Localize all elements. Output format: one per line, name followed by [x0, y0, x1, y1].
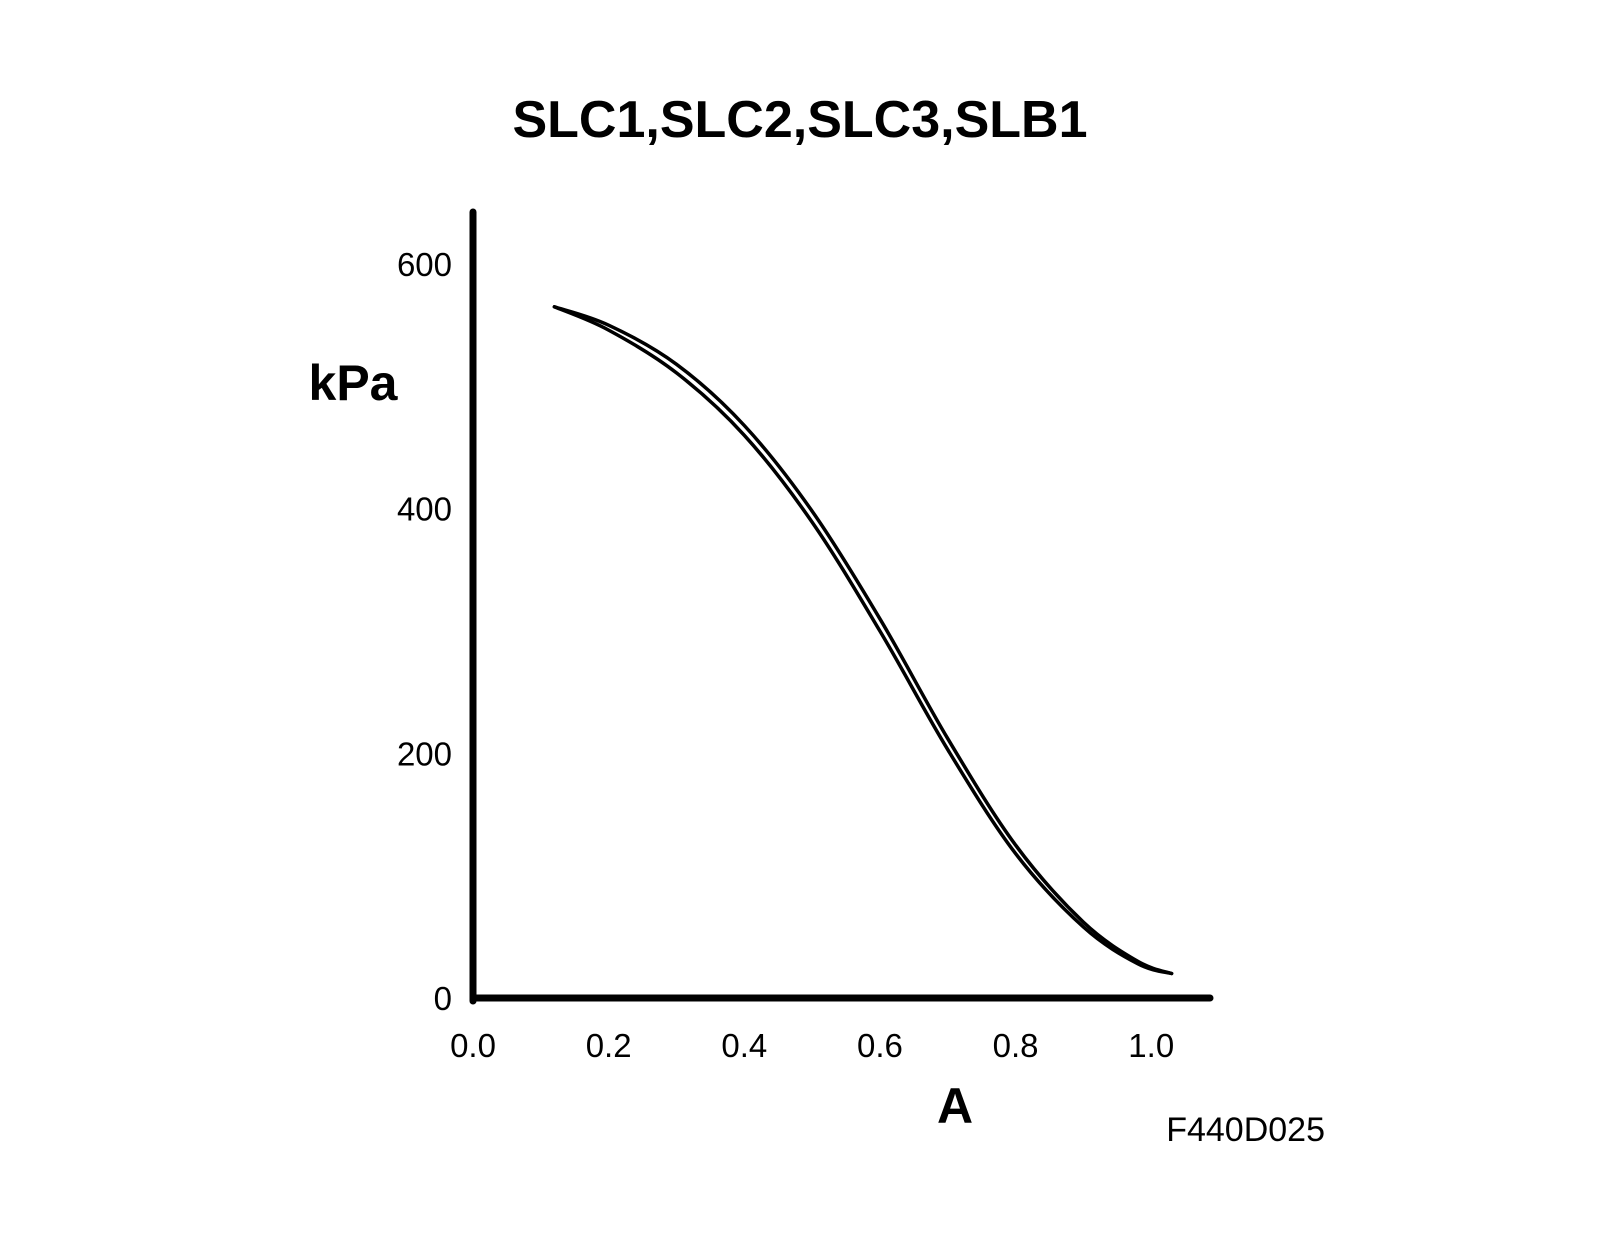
pressure-curve-line-1 [552, 305, 1174, 976]
pressure-curves [552, 305, 1174, 976]
x-tick-label: 1.0 [1128, 1027, 1174, 1064]
x-tick-label: 0.4 [721, 1027, 767, 1064]
y-tick-labels: 0 200 400 600 [397, 246, 452, 1017]
x-tick-labels: 0.0 0.2 0.4 0.6 0.8 1.0 [450, 1027, 1174, 1064]
x-tick-label: 0.6 [857, 1027, 903, 1064]
pressure-curve-line-2 [552, 305, 1174, 976]
x-tick-label: 0.0 [450, 1027, 496, 1064]
x-tick-label: 0.2 [586, 1027, 632, 1064]
y-tick-label: 600 [397, 246, 452, 283]
y-tick-label: 200 [397, 735, 452, 772]
figure-code: F440D025 [1166, 1111, 1325, 1149]
y-tick-label: 400 [397, 491, 452, 528]
chart-title: SLC1,SLC2,SLC3,SLB1 [512, 91, 1087, 149]
y-axis-title: kPa [309, 355, 399, 411]
x-axis-title: A [937, 1078, 973, 1134]
x-tick-label: 0.8 [993, 1027, 1039, 1064]
y-tick-label: 0 [434, 980, 452, 1017]
